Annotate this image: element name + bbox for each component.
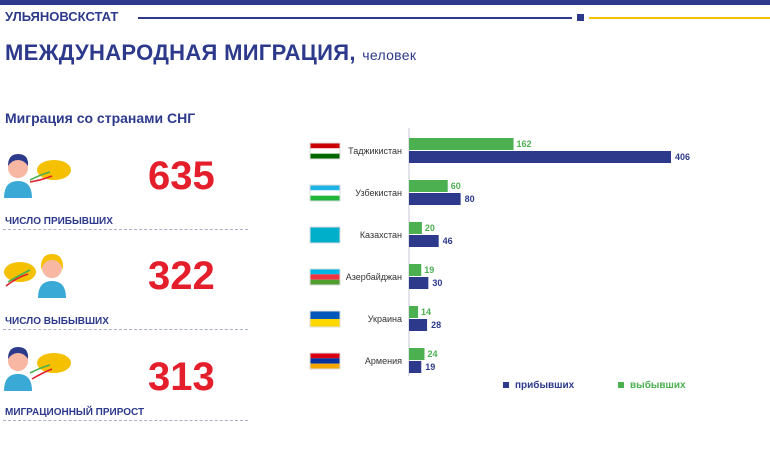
stat-value: 635 (148, 154, 215, 198)
uzbekistan-flag-icon (309, 184, 341, 202)
data-label-arrived: 30 (432, 278, 442, 288)
person-map-growth-icon (4, 347, 71, 391)
org-name: УЛЬЯНОВСКСТАТ (5, 9, 119, 24)
kazakhstan-flag-icon (309, 226, 341, 244)
category-label: Таджикистан (348, 146, 402, 156)
data-label-departed: 60 (451, 181, 461, 191)
bar-departed (409, 180, 448, 192)
bar-arrived (409, 277, 429, 289)
azerbaijan-flag-icon (309, 268, 341, 286)
bar-departed (409, 348, 425, 360)
category-label: Узбекистан (355, 188, 402, 198)
bar-arrived (409, 193, 461, 205)
bar-departed (409, 222, 422, 234)
bar-departed (409, 264, 422, 276)
stat-label: ЧИСЛО ВЫБЫВШИХ (5, 316, 109, 327)
header-square (577, 14, 584, 21)
page-title: МЕЖДУНАРОДНАЯ МИГРАЦИЯ, человек (5, 40, 416, 66)
header-rule-blue (138, 17, 572, 19)
legend-arrived: прибывших (503, 380, 574, 391)
divider (3, 329, 248, 330)
stat-departures: 322 ЧИСЛО ВЫБЫВШИХ (0, 250, 250, 330)
legend-departed: выбывших (618, 380, 686, 391)
legend-label-arrived: прибывших (515, 380, 575, 391)
data-label-departed: 162 (517, 139, 532, 149)
data-label-departed: 20 (425, 223, 435, 233)
stat-growth: 313 МИГРАЦИОННЫЙ ПРИРОСТ (0, 343, 250, 423)
person-map-departure-icon (4, 254, 66, 298)
bar-arrived (409, 319, 428, 331)
migration-bar-chart: 162 406 Таджикистан 60 80 Узбекистан 20 46 Казах… (309, 128, 690, 376)
armenia-flag-icon (309, 352, 341, 370)
stat-label: ЧИСЛО ПРИБЫВШИХ (5, 216, 113, 227)
top-bar (0, 0, 770, 5)
bar-arrived (409, 361, 422, 373)
bar-arrived (409, 235, 439, 247)
data-label-arrived: 19 (425, 362, 435, 372)
data-label-arrived: 406 (675, 152, 690, 162)
divider (3, 229, 248, 230)
stat-value: 322 (148, 254, 215, 298)
bar-departed (409, 138, 514, 150)
header-rule-yellow (589, 17, 770, 19)
stat-value: 313 (148, 355, 215, 399)
category-label: Казахстан (360, 230, 402, 240)
category-label: Армения (365, 356, 402, 366)
bar-arrived (409, 151, 671, 163)
title-unit: человек (362, 47, 417, 63)
data-label-departed: 24 (427, 349, 437, 359)
section-title: Миграция со странами СНГ (5, 110, 196, 126)
category-label: Украина (368, 314, 402, 324)
legend-swatch-departed (618, 382, 624, 389)
tajikistan-flag-icon (309, 142, 341, 160)
data-label-departed: 19 (424, 265, 434, 275)
data-label-arrived: 28 (431, 320, 441, 330)
stat-arrivals: 635 ЧИСЛО ПРИБЫВШИХ (0, 150, 250, 230)
title-main: МЕЖДУНАРОДНАЯ МИГРАЦИЯ, (5, 40, 356, 65)
ukraine-flag-icon (309, 310, 341, 328)
category-label: Азербайджан (346, 272, 402, 282)
person-map-arrival-icon (4, 154, 71, 198)
data-label-arrived: 46 (443, 236, 453, 246)
stat-label: МИГРАЦИОННЫЙ ПРИРОСТ (5, 407, 145, 418)
legend-label-departed: выбывших (630, 380, 686, 391)
data-label-departed: 14 (421, 307, 431, 317)
data-label-arrived: 80 (465, 194, 475, 204)
divider (3, 420, 248, 421)
legend-swatch-arrived (503, 382, 509, 389)
bar-departed (409, 306, 419, 318)
